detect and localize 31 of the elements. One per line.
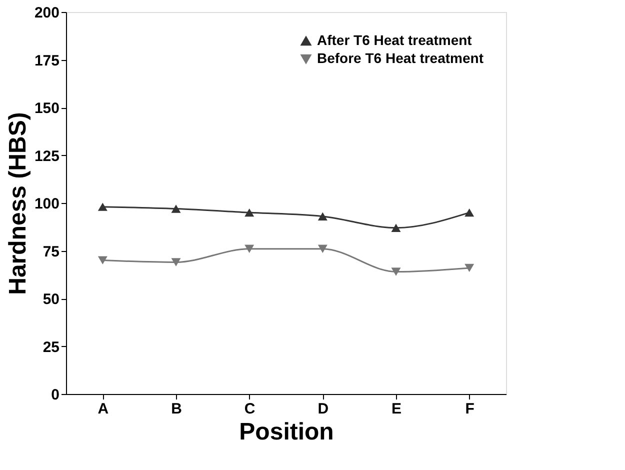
point bbox=[464, 208, 474, 217]
y-tick-label: 50 bbox=[42, 291, 60, 308]
x-tick-label: D bbox=[318, 400, 329, 418]
y-tick-label: 75 bbox=[42, 243, 60, 260]
point bbox=[318, 244, 328, 253]
x-tick-label: C bbox=[244, 400, 256, 418]
point bbox=[391, 224, 401, 232]
y-axis-title: Hardness (HBS) bbox=[4, 112, 32, 295]
y-tick-label: 175 bbox=[34, 52, 60, 70]
x-axis-title: Position bbox=[239, 418, 334, 446]
point bbox=[464, 264, 474, 272]
point bbox=[171, 258, 181, 266]
legend-label: After T6 Heat treatment bbox=[317, 32, 472, 48]
y-tick-label: 150 bbox=[34, 100, 60, 117]
point bbox=[391, 268, 401, 276]
point bbox=[318, 212, 328, 220]
point bbox=[244, 244, 254, 253]
y-tick-label: 0 bbox=[51, 386, 60, 404]
y-tick-label: 25 bbox=[42, 338, 60, 356]
point bbox=[171, 204, 181, 213]
y-tick-label: 100 bbox=[34, 196, 60, 212]
x-tick-label: E bbox=[391, 400, 402, 418]
y-tick-label: 125 bbox=[34, 148, 60, 165]
point bbox=[98, 256, 108, 264]
y-tick-label: 200 bbox=[34, 4, 60, 22]
x-tick-label: B bbox=[171, 400, 182, 418]
legend-label: Before T6 Heat treatment bbox=[317, 50, 484, 66]
x-tick-label: F bbox=[465, 400, 474, 418]
point bbox=[98, 202, 108, 211]
point bbox=[244, 208, 254, 217]
x-tick-label: A bbox=[98, 400, 109, 418]
